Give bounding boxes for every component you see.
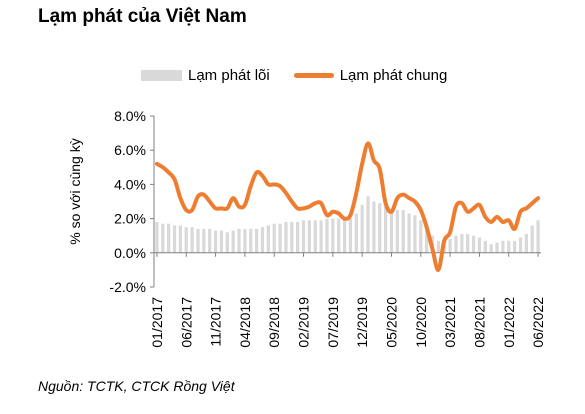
legend-label-headline: Lạm phát chung xyxy=(339,66,448,84)
x-tick-label: 05/2020 xyxy=(383,297,399,348)
y-tick-label: 6.0% xyxy=(114,142,146,158)
legend-item-core: Lạm phát lõi xyxy=(141,67,270,84)
core-bar xyxy=(477,237,482,253)
legend-item-headline: Lạm phát chung xyxy=(270,66,448,84)
x-tick-label: 07/2019 xyxy=(325,297,341,348)
core-bar xyxy=(507,240,511,253)
y-tick-label: 0.0% xyxy=(114,245,146,261)
x-tick-label: 12/2019 xyxy=(354,297,370,348)
core-bar xyxy=(395,210,399,253)
core-bar xyxy=(536,220,540,253)
headline-line xyxy=(154,141,541,272)
x-tick-label: 11/2017 xyxy=(208,297,224,347)
core-bar xyxy=(513,240,517,253)
core-bar xyxy=(249,228,253,253)
core-bar xyxy=(319,220,323,253)
y-tick-label: 4.0% xyxy=(114,176,146,192)
y-tick-label: -2.0% xyxy=(109,279,146,295)
core-bar xyxy=(483,240,487,253)
core-bar xyxy=(202,228,206,253)
core-bar xyxy=(231,230,235,253)
core-bar xyxy=(290,222,294,253)
legend-label-core: Lạm phát lõi xyxy=(188,66,270,84)
core-bar xyxy=(237,228,241,253)
core-bar xyxy=(378,203,382,253)
core-bar xyxy=(342,218,347,253)
core-bar xyxy=(366,196,370,253)
core-bar xyxy=(372,201,376,253)
core-bar xyxy=(313,220,317,253)
core-bar xyxy=(278,223,282,253)
y-tick-label: 8.0% xyxy=(114,108,146,124)
core-bar xyxy=(466,233,470,253)
core-bar xyxy=(489,244,493,253)
core-bar xyxy=(243,228,247,253)
core-bar xyxy=(296,222,300,253)
core-bar xyxy=(284,222,288,253)
core-bar xyxy=(301,220,306,253)
core-bar xyxy=(266,225,270,253)
core-bar xyxy=(401,210,405,253)
y-axis-title: % so với cùng kỳ xyxy=(67,138,83,244)
x-tick-label: 06/2022 xyxy=(530,297,546,348)
core-bar xyxy=(354,213,358,253)
legend-swatch-bar xyxy=(141,69,182,81)
core-bar xyxy=(196,228,200,253)
core-bar xyxy=(384,206,388,253)
core-bar xyxy=(331,218,335,253)
core-bar xyxy=(448,239,452,253)
core-bar xyxy=(413,215,417,253)
core-bar xyxy=(184,227,188,253)
x-tick-label: 09/2018 xyxy=(266,297,282,348)
core-bar xyxy=(337,218,341,253)
core-bar xyxy=(208,228,212,253)
core-bar xyxy=(495,242,499,253)
core-bar xyxy=(178,225,182,253)
x-tick-label: 10/2020 xyxy=(413,297,429,348)
x-tick-label: 03/2021 xyxy=(442,297,458,348)
core-bar xyxy=(501,240,505,253)
source-note: Nguồn: TCTK, CTCK Rồng Việt xyxy=(38,378,235,394)
x-tick-label: 01/2017 xyxy=(149,297,165,348)
core-bar xyxy=(518,237,523,253)
core-bar xyxy=(325,218,329,253)
legend-swatch-line xyxy=(293,72,334,78)
core-bar xyxy=(460,233,464,253)
core-bar xyxy=(167,223,171,253)
core-bar xyxy=(225,232,229,253)
core-bar xyxy=(255,228,259,253)
core-bar xyxy=(190,227,194,253)
x-tick-label: 04/2018 xyxy=(237,297,253,348)
core-bar xyxy=(213,230,218,253)
x-tick-label: 06/2017 xyxy=(178,297,194,348)
core-bar xyxy=(172,225,177,253)
core-bar xyxy=(260,227,265,253)
core-bar xyxy=(161,223,165,253)
core-bar xyxy=(307,220,311,253)
core-bar xyxy=(436,240,440,253)
chart-title: Lạm phát của Việt Nam xyxy=(38,6,247,27)
core-bar xyxy=(454,235,458,253)
core-bar xyxy=(219,230,224,253)
core-bar xyxy=(272,223,276,253)
core-bar xyxy=(524,233,528,253)
core-bar xyxy=(389,208,394,253)
core-bar xyxy=(530,225,534,253)
core-bar xyxy=(407,213,411,253)
y-tick-label: 2.0% xyxy=(114,211,146,227)
core-bar xyxy=(419,220,423,253)
core-bar xyxy=(425,223,429,253)
x-tick-label: 01/2022 xyxy=(501,297,517,348)
core-bar xyxy=(155,222,159,253)
x-tick-label: 08/2021 xyxy=(471,297,487,348)
x-tick-label: 02/2019 xyxy=(296,297,312,348)
core-bar xyxy=(471,235,476,253)
legend: Lạm phát lõi Lạm phát chung xyxy=(141,64,447,86)
core-bar xyxy=(360,204,364,253)
core-bar xyxy=(348,218,353,253)
